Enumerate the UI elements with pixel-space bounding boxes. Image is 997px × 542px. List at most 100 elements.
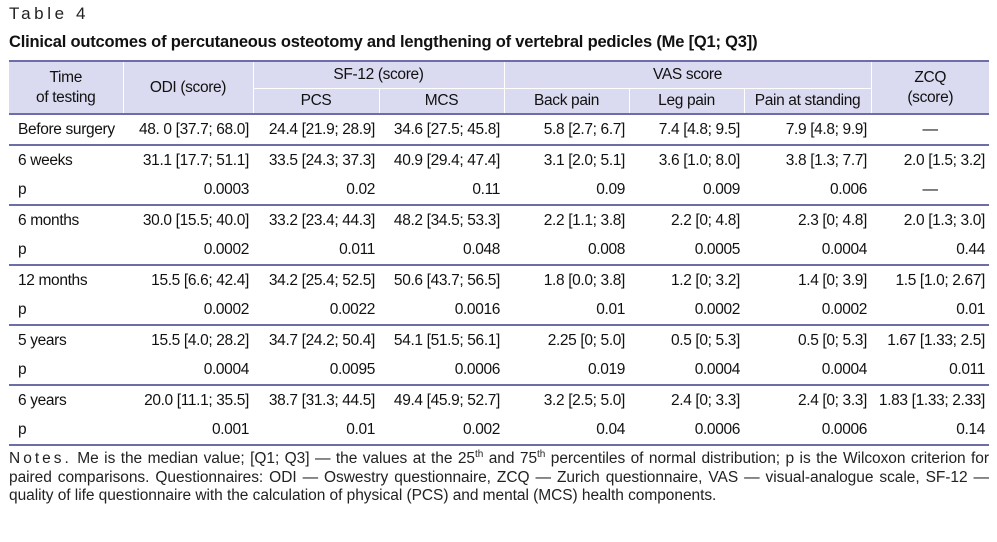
cell-pain-standing: 0.5 [0; 5.3]: [744, 324, 872, 355]
table-row: 6 weeks 31.1 [17.7; 51.1] 33.5 [24.3; 37…: [9, 144, 990, 175]
cell-time: 6 years: [9, 384, 123, 415]
cell-time: Before surgery: [9, 113, 123, 145]
cell-odi: 0.001: [123, 415, 253, 446]
cell-leg-pain: 0.0005: [694, 240, 741, 258]
cell-zcq: 0.011: [949, 360, 986, 378]
cell-time: p: [18, 300, 27, 318]
cell-back-pain: 0.04: [504, 415, 630, 446]
cell-pcs: 33.2 [23.4; 44.3]: [253, 204, 379, 235]
cell-odi: 31.1 [17.7; 51.1]: [123, 144, 253, 175]
table-row: p 0.001 0.01 0.002 0.04 0.0006 0.0006 0.…: [9, 415, 990, 446]
cell-odi: 0.0004: [203, 360, 250, 378]
outcomes-table-container: Time of testing ODI (score) SF-12 (score…: [9, 60, 990, 446]
cell-back-pain: 0.019: [587, 360, 626, 378]
table-notes: Notes. Me is the median value; [Q1; Q3] …: [9, 448, 989, 506]
cell-time: 6 months: [9, 204, 123, 235]
cell-pcs: 0.0095: [329, 360, 376, 378]
cell-zcq: —: [922, 180, 938, 198]
table-row: p 0.0002 0.0022 0.0016 0.01 0.0002 0.000…: [9, 295, 989, 325]
cell-mcs: 0.11: [472, 180, 501, 198]
header-back-pain: Back pain: [504, 88, 630, 115]
cell-pain-standing: 0.0006: [744, 415, 872, 446]
notes-part2: and 75: [483, 450, 538, 467]
cell-leg-pain: 0.0006: [629, 415, 745, 446]
cell-leg-pain: 0.5 [0; 5.3]: [629, 324, 745, 355]
cell-odi: 15.5 [6.6; 42.4]: [123, 264, 253, 295]
outcomes-table: Time of testing ODI (score) SF-12 (score…: [9, 60, 990, 446]
cell-mcs: 40.9 [29.4; 47.4]: [379, 144, 505, 175]
table-row: 6 years 20.0 [11.1; 35.5] 38.7 [31.3; 44…: [9, 384, 990, 415]
cell-pain-standing: 0.006: [829, 180, 868, 198]
cell-pcs: 0.02: [346, 180, 375, 198]
cell-odi: 20.0 [11.1; 35.5]: [123, 384, 253, 415]
cell-back-pain: 3.1 [2.0; 5.1]: [504, 144, 630, 175]
cell-zcq: 2.0 [1.5; 3.2]: [871, 144, 990, 175]
cell-odi: 15.5 [4.0; 28.2]: [123, 324, 253, 355]
cell-pcs: 34.2 [25.4; 52.5]: [253, 264, 379, 295]
table-row: 6 months 30.0 [15.5; 40.0] 33.2 [23.4; 4…: [9, 204, 990, 235]
table-row: p 0.0004 0.0095 0.0006 0.019 0.0004 0.00…: [9, 355, 989, 385]
cell-odi: 0.0002: [203, 240, 250, 258]
cell-pcs: 34.7 [24.2; 50.4]: [253, 324, 379, 355]
cell-zcq: 1.83 [1.33; 2.33]: [871, 384, 990, 415]
table-row: Before surgery 48. 0 [37.7; 68.0] 24.4 […: [9, 113, 990, 145]
cell-mcs: 50.6 [43.7; 56.5]: [379, 264, 505, 295]
table-label: Table 4: [9, 4, 90, 23]
cell-pcs: 24.4 [21.9; 28.9]: [253, 113, 379, 145]
cell-back-pain: 0.008: [587, 240, 626, 258]
cell-zcq: —: [871, 113, 990, 145]
header-sf12: SF-12 (score): [253, 60, 505, 89]
cell-leg-pain: 0.0004: [694, 360, 741, 378]
cell-time: 12 months: [9, 264, 123, 295]
table-row: 5 years 15.5 [4.0; 28.2] 34.7 [24.2; 50.…: [9, 324, 990, 355]
cell-odi: 30.0 [15.5; 40.0]: [123, 204, 253, 235]
cell-zcq: 0.01: [956, 300, 986, 318]
table-body: Before surgery 48. 0 [37.7; 68.0] 24.4 […: [9, 113, 990, 446]
cell-time: p: [9, 415, 123, 446]
notes-sup1: th: [475, 448, 484, 460]
cell-leg-pain: 2.2 [0; 4.8]: [629, 204, 745, 235]
cell-mcs: 49.4 [45.9; 52.7]: [379, 384, 505, 415]
cell-pain-standing: 0.0004: [821, 360, 868, 378]
header-pcs: PCS: [253, 88, 380, 115]
header-zcq-line2: (score): [907, 88, 954, 106]
cell-pain-standing: 0.0004: [821, 240, 868, 258]
table-row: p 0.0003 0.02 0.11 0.09 0.009 0.006 —: [9, 175, 989, 205]
cell-mcs: 0.0006: [454, 360, 501, 378]
cell-zcq: 1.67 [1.33; 2.5]: [871, 324, 990, 355]
cell-mcs: 54.1 [51.5; 56.1]: [379, 324, 505, 355]
cell-mcs: 0.0016: [454, 300, 501, 318]
cell-pcs: 33.5 [24.3; 37.3]: [253, 144, 379, 175]
table-caption: Clinical outcomes of percutaneous osteot…: [9, 33, 758, 51]
cell-time: 5 years: [9, 324, 123, 355]
notes-part3: percentiles of normal distribution; p is…: [9, 450, 989, 504]
table-row: p 0.0002 0.011 0.048 0.008 0.0005 0.0004…: [9, 235, 989, 265]
table-row: 12 months 15.5 [6.6; 42.4] 34.2 [25.4; 5…: [9, 264, 990, 295]
cell-pcs: 0.01: [253, 415, 379, 446]
cell-pain-standing: 2.4 [0; 3.3]: [744, 384, 872, 415]
cell-pain-standing: 7.9 [4.8; 9.9]: [744, 113, 872, 145]
cell-zcq: 1.5 [1.0; 2.67]: [871, 264, 990, 295]
header-zcq-line1: ZCQ: [914, 68, 947, 86]
cell-back-pain: 0.01: [596, 300, 626, 318]
cell-back-pain: 0.09: [596, 180, 626, 198]
cell-back-pain: 1.8 [0.0; 3.8]: [504, 264, 630, 295]
header-time: Time of testing: [9, 60, 124, 115]
header-time-line1: Time: [49, 68, 83, 86]
cell-time: p: [18, 360, 27, 378]
header-odi: ODI (score): [123, 60, 254, 115]
header-pain-standing: Pain at standing: [744, 88, 872, 115]
cell-mcs: 0.002: [379, 415, 505, 446]
cell-back-pain: 2.25 [0; 5.0]: [504, 324, 630, 355]
cell-leg-pain: 3.6 [1.0; 8.0]: [629, 144, 745, 175]
cell-pcs: 0.0022: [329, 300, 376, 318]
notes-prefix: Notes.: [9, 450, 72, 467]
cell-back-pain: 2.2 [1.1; 3.8]: [504, 204, 630, 235]
cell-pain-standing: 3.8 [1.3; 7.7]: [744, 144, 872, 175]
cell-leg-pain: 0.009: [702, 180, 741, 198]
cell-leg-pain: 1.2 [0; 3.2]: [629, 264, 745, 295]
cell-leg-pain: 2.4 [0; 3.3]: [629, 384, 745, 415]
cell-pain-standing: 2.3 [0; 4.8]: [744, 204, 872, 235]
cell-mcs: 0.048: [462, 240, 501, 258]
header-mcs: MCS: [379, 88, 505, 115]
